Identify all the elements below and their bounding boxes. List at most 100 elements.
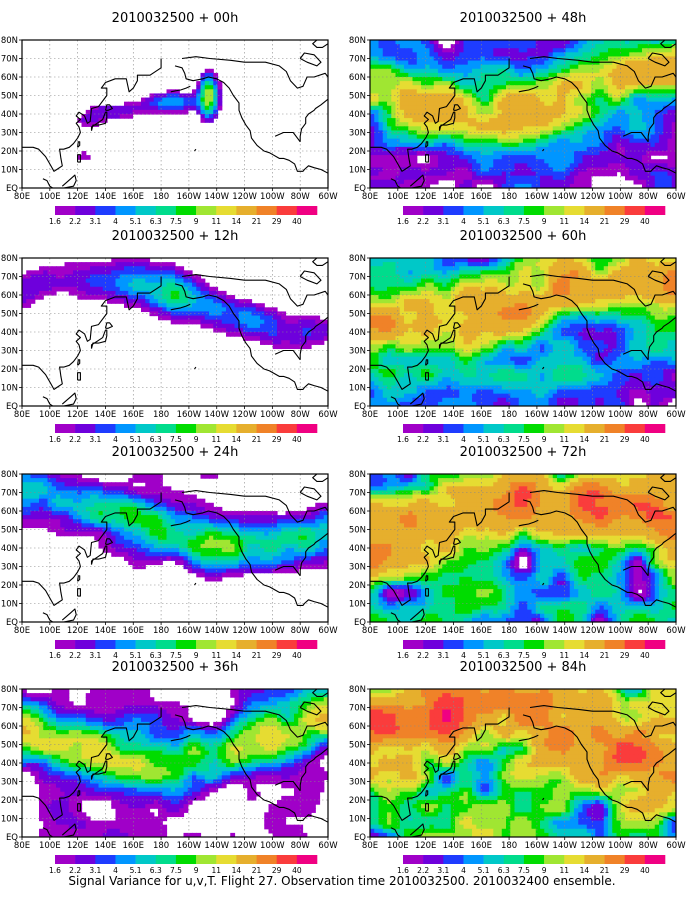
shade-cell bbox=[595, 60, 601, 66]
shade-cell bbox=[663, 64, 669, 70]
shade-cell bbox=[425, 266, 431, 271]
shade-cell bbox=[382, 163, 388, 169]
shade-cell bbox=[111, 105, 117, 111]
shade-cell bbox=[497, 290, 503, 296]
shade-cell bbox=[586, 105, 592, 111]
shade-cell bbox=[374, 93, 380, 99]
shade-cell bbox=[620, 122, 626, 127]
shade-cell bbox=[514, 311, 520, 317]
lat-tick-label: 10N bbox=[1, 384, 18, 394]
shade-cell bbox=[540, 151, 545, 156]
shade-cell bbox=[552, 81, 558, 86]
shade-cell bbox=[179, 303, 185, 308]
shade-cell bbox=[531, 163, 537, 169]
shade-cell bbox=[527, 311, 533, 317]
shade-cell bbox=[238, 311, 244, 317]
shade-cell bbox=[544, 278, 550, 284]
shade-cell bbox=[616, 138, 622, 144]
shade-cell bbox=[625, 68, 630, 74]
shade-cell bbox=[472, 286, 477, 292]
shade-cell bbox=[124, 266, 129, 271]
shade-cell bbox=[633, 85, 639, 90]
shade-cell bbox=[642, 295, 647, 300]
shade-cell bbox=[408, 179, 414, 185]
shade-cell bbox=[659, 48, 664, 53]
shade-cell bbox=[412, 40, 418, 45]
shade-cell bbox=[565, 72, 571, 78]
shade-cell bbox=[501, 278, 507, 284]
shade-cell bbox=[480, 134, 486, 140]
shade-cell bbox=[552, 48, 558, 53]
shade-cell bbox=[540, 40, 545, 45]
shade-cell bbox=[429, 64, 435, 70]
lon-tick-label: 60W bbox=[318, 192, 338, 202]
shade-cell bbox=[569, 56, 575, 62]
shade-cell bbox=[472, 179, 477, 185]
shade-cell bbox=[595, 171, 601, 177]
shade-cell bbox=[166, 315, 172, 321]
shade-cell bbox=[421, 327, 426, 333]
shade-cell bbox=[527, 286, 533, 292]
shade-cell bbox=[642, 286, 647, 292]
shade-cell bbox=[111, 299, 117, 304]
shade-cell bbox=[132, 290, 138, 296]
shade-cell bbox=[442, 258, 448, 263]
shade-cell bbox=[455, 134, 460, 140]
shade-cell bbox=[552, 278, 558, 284]
shade-cell bbox=[671, 262, 676, 267]
shade-cell bbox=[421, 48, 426, 53]
shade-cell bbox=[404, 97, 409, 103]
shade-cell bbox=[557, 299, 562, 304]
shade-cell bbox=[625, 126, 630, 132]
shade-cell bbox=[399, 295, 405, 300]
shade-cell bbox=[374, 97, 380, 103]
shade-cell bbox=[612, 101, 618, 107]
shade-cell bbox=[192, 105, 197, 111]
colorbar-swatch bbox=[75, 424, 96, 433]
shade-cell bbox=[429, 278, 435, 284]
shade-cell bbox=[654, 40, 660, 45]
shade-cell bbox=[378, 155, 384, 160]
shade-cell bbox=[523, 290, 528, 296]
shade-cell bbox=[395, 97, 401, 103]
shade-cell bbox=[569, 171, 575, 177]
shade-cell bbox=[289, 327, 295, 333]
shade-cell bbox=[552, 142, 558, 148]
shade-cell bbox=[128, 262, 134, 267]
shade-cell bbox=[213, 299, 219, 304]
shade-cell bbox=[531, 266, 537, 271]
shade-cell bbox=[170, 274, 176, 280]
shade-cell bbox=[599, 130, 605, 136]
shade-cell bbox=[455, 93, 460, 99]
shade-cell bbox=[603, 290, 609, 296]
shade-cell bbox=[608, 138, 613, 144]
shade-cell bbox=[565, 81, 571, 86]
shade-cell bbox=[408, 303, 414, 308]
shade-cell bbox=[200, 72, 206, 78]
shade-cell bbox=[514, 274, 520, 280]
shade-cell bbox=[77, 270, 83, 276]
shade-cell bbox=[620, 44, 626, 49]
shade-cell bbox=[438, 303, 443, 308]
shade-cell bbox=[175, 286, 180, 292]
shade-cell bbox=[493, 40, 499, 45]
shade-cell bbox=[370, 151, 375, 156]
shade-cell bbox=[599, 319, 605, 325]
shade-cell bbox=[399, 270, 405, 276]
shade-cell bbox=[595, 151, 601, 156]
shade-cell bbox=[578, 286, 584, 292]
shade-cell bbox=[548, 85, 554, 90]
shade-cell bbox=[654, 52, 660, 58]
shade-cell bbox=[518, 64, 524, 70]
shade-cell bbox=[459, 89, 465, 95]
shade-cell bbox=[81, 262, 87, 267]
shade-cell bbox=[412, 142, 418, 148]
shade-cell bbox=[599, 155, 605, 160]
shade-cell bbox=[158, 303, 163, 308]
shade-cell bbox=[569, 286, 575, 292]
shade-cell bbox=[124, 299, 129, 304]
shade-cell bbox=[633, 274, 639, 280]
shade-cell bbox=[260, 323, 265, 329]
shade-cell bbox=[175, 295, 180, 300]
shade-cell bbox=[548, 307, 554, 313]
